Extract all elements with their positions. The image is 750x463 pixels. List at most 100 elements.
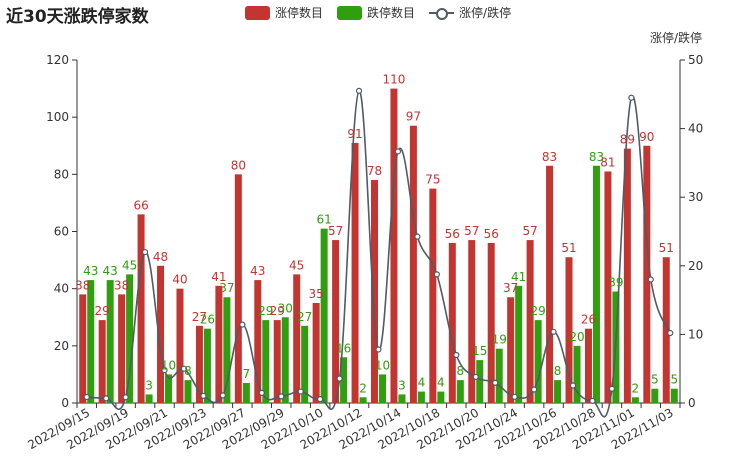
ratio-point xyxy=(297,388,304,395)
y2-tick-label: 50 xyxy=(688,53,703,67)
legend-item-rise[interactable]: 涨停数目 xyxy=(245,4,323,21)
bar-fall xyxy=(340,357,348,403)
bar-rise xyxy=(195,325,203,403)
data-label-rise: 43 xyxy=(250,264,265,278)
bar-rise xyxy=(409,125,417,403)
data-label-rise: 38 xyxy=(75,278,90,292)
ratio-point xyxy=(569,382,577,389)
bar-fall xyxy=(165,374,173,403)
ratio-point xyxy=(336,375,343,382)
bar-rise xyxy=(293,274,301,403)
data-label-rise: 80 xyxy=(231,158,246,172)
data-label-rise: 90 xyxy=(639,130,654,144)
data-label-fall: 8 xyxy=(456,364,464,378)
bar-rise xyxy=(273,320,281,403)
ratio-point xyxy=(355,87,363,94)
legend-item-ratio[interactable]: 涨停/跌停 xyxy=(429,4,511,21)
data-label-fall: 83 xyxy=(589,150,604,164)
bar-rise xyxy=(254,280,262,403)
bar-rise xyxy=(98,320,106,403)
y-tick-label: 0 xyxy=(61,396,69,410)
data-label-rise: 66 xyxy=(133,198,148,212)
y-tick-label: 20 xyxy=(54,339,69,353)
bar-fall xyxy=(301,325,309,403)
data-label-fall: 5 xyxy=(651,373,659,387)
data-label-rise: 40 xyxy=(172,273,187,287)
ratio-point xyxy=(472,373,479,381)
y-tick-label: 40 xyxy=(54,282,69,296)
data-label-rise: 57 xyxy=(464,224,479,238)
bar-fall xyxy=(437,391,445,403)
ratio-point xyxy=(647,276,654,283)
bar-rise xyxy=(546,165,554,403)
bar-fall xyxy=(359,397,367,403)
bar-rise xyxy=(487,242,495,403)
data-label-rise: 110 xyxy=(382,73,405,87)
legend: 涨停数目 跌停数目 涨停/跌停 xyxy=(245,4,525,21)
bar-rise xyxy=(79,294,87,403)
bar-rise xyxy=(662,257,670,403)
bar-fall xyxy=(534,320,542,403)
bar-fall xyxy=(87,280,95,403)
y-tick-label: 60 xyxy=(54,225,69,239)
ratio-point xyxy=(531,386,538,393)
data-label-rise: 41 xyxy=(211,270,226,284)
bar-fall xyxy=(456,380,464,403)
data-label-rise: 78 xyxy=(367,164,382,178)
legend-swatch-fall xyxy=(337,5,363,20)
ratio-point xyxy=(219,392,226,399)
bar-fall xyxy=(554,380,562,403)
chart-title: 近30天涨跌停家数 xyxy=(6,7,149,27)
data-label-fall: 4 xyxy=(437,376,445,390)
data-label-rise: 97 xyxy=(406,110,421,124)
bar-rise xyxy=(176,288,184,403)
bar-fall xyxy=(592,165,600,403)
bar-fall xyxy=(106,280,114,403)
ratio-point xyxy=(278,393,285,400)
bar-rise xyxy=(371,180,378,403)
bar-rise xyxy=(643,145,651,403)
data-label-rise: 48 xyxy=(153,250,168,264)
data-label-rise: 91 xyxy=(347,127,362,141)
data-label-fall: 41 xyxy=(511,270,526,284)
ratio-point xyxy=(375,346,382,353)
ratio-point xyxy=(667,329,674,337)
y2-tick-label: 10 xyxy=(688,327,703,341)
data-label-rise: 56 xyxy=(445,227,460,241)
bar-fall xyxy=(573,345,581,403)
bar-fall xyxy=(670,388,678,403)
legend-label-ratio: 涨停/跌停 xyxy=(459,6,512,20)
legend-label-fall: 跌停数目 xyxy=(367,6,416,20)
bar-fall xyxy=(417,391,425,403)
legend-item-fall[interactable]: 跌停数目 xyxy=(337,4,415,21)
bar-fall xyxy=(126,274,134,403)
data-label-rise: 83 xyxy=(542,150,557,164)
data-label-fall: 10 xyxy=(161,358,176,372)
legend-line-ratio xyxy=(429,6,455,20)
y-tick-label: 80 xyxy=(54,167,69,181)
data-label-fall: 8 xyxy=(554,364,562,378)
ratio-point xyxy=(103,395,110,402)
data-label-fall: 26 xyxy=(200,313,215,327)
data-label-fall: 15 xyxy=(472,344,487,358)
data-label-rise: 57 xyxy=(522,224,537,238)
ratio-point xyxy=(550,328,557,335)
data-label-fall: 37 xyxy=(219,281,234,295)
data-label-rise: 29 xyxy=(270,304,285,318)
data-label-fall: 45 xyxy=(122,258,137,272)
bar-fall xyxy=(651,388,659,403)
bar-fall xyxy=(203,328,211,403)
data-label-rise: 38 xyxy=(114,278,129,292)
data-label-fall: 29 xyxy=(530,304,545,318)
ratio-point xyxy=(453,351,460,359)
data-label-fall: 2 xyxy=(359,381,367,395)
data-label-fall: 8 xyxy=(184,364,192,378)
data-label-fall: 3 xyxy=(145,378,153,392)
data-label-fall: 29 xyxy=(258,304,273,318)
data-label-fall: 4 xyxy=(418,376,426,390)
bar-fall xyxy=(379,374,386,403)
bar-rise xyxy=(623,148,631,403)
bar-rise xyxy=(526,240,534,403)
data-label-fall: 2 xyxy=(632,381,640,395)
